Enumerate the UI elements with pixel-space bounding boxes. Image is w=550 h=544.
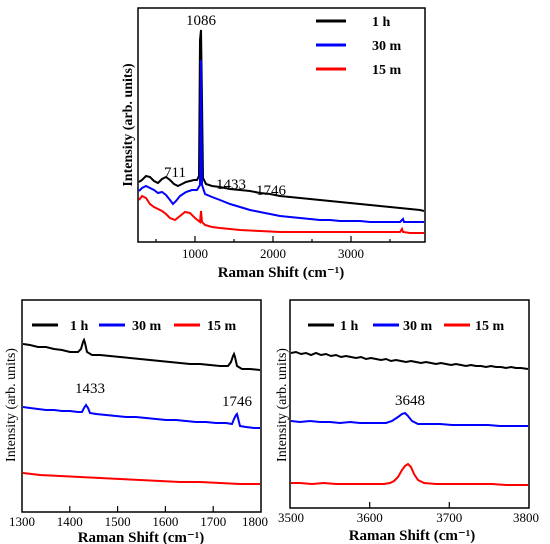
legend-label-br-30m: 30 m: [403, 319, 433, 334]
plot-frame-bottom-right: [289, 299, 530, 509]
series-line-top-15m: [138, 194, 424, 234]
legend-label-bl-15m: 15 m: [207, 319, 237, 334]
series-line-bl-1h: [22, 337, 261, 371]
panel-bottom-left: 1300 1400 1500 1600 1700 1800 Raman Shif…: [4, 299, 268, 544]
legend-label-br-15m: 15 m: [475, 319, 505, 334]
tick-label-bl-1600: 1600: [152, 514, 178, 529]
peak-label-711: 711: [164, 165, 186, 181]
tick-label-br-3600: 3600: [357, 510, 383, 525]
legend-label-bl-1h: 1 h: [70, 319, 89, 334]
tick-label-br-3700: 3700: [436, 510, 462, 525]
tick-marks-bottom-left: [69, 506, 214, 512]
panel-top: 1000 2000 3000 Raman Shift (cm⁻¹) Intens…: [121, 7, 426, 281]
series-line-bl-30m: [22, 403, 260, 429]
tick-label-top-3000: 3000: [338, 246, 364, 261]
plot-frame-top: [137, 7, 426, 243]
peak-label-br-3648: 3648: [395, 393, 425, 409]
series-line-br-30m: [290, 411, 528, 427]
y-axis-title-top: Intensity (arb. units): [121, 63, 136, 187]
tick-label-bl-1800: 1800: [242, 514, 268, 529]
peak-label-bl-1433: 1433: [75, 381, 105, 397]
legend-label-bl-30m: 30 m: [132, 319, 162, 334]
tick-label-top-2000: 2000: [260, 246, 286, 261]
legend-bottom-right: 1 h 30 m 15 m: [308, 319, 505, 334]
y-axis-title-bottom-left: Intensity (arb. units): [4, 348, 19, 462]
tick-label-br-3800: 3800: [513, 510, 539, 525]
legend-top: 1 h 30 m 15 m: [316, 15, 402, 78]
plot-frame-bottom-left: [21, 299, 262, 513]
legend-label-top-1h: 1 h: [372, 15, 391, 30]
panel-bottom-right: 3500 3600 3700 3800 Raman Shift (cm⁻¹) I…: [275, 299, 539, 544]
tick-marks-top: [155, 236, 391, 242]
legend-label-br-1h: 1 h: [340, 319, 359, 334]
peak-label-1433: 1433: [216, 177, 246, 193]
tick-label-bl-1300: 1300: [9, 514, 35, 529]
series-line-br-15m: [291, 462, 528, 486]
tick-label-bl-1500: 1500: [105, 514, 131, 529]
x-axis-title-top: Raman Shift (cm⁻¹): [218, 265, 345, 281]
tick-label-bl-1400: 1400: [57, 514, 83, 529]
tick-label-top-1000: 1000: [182, 246, 208, 261]
x-axis-title-bottom-left: Raman Shift (cm⁻¹): [78, 530, 205, 544]
peak-label-1746: 1746: [256, 183, 287, 199]
series-line-top-30m: [138, 59, 424, 223]
series-line-top-1h: [138, 29, 425, 212]
series-line-br-1h: [290, 350, 529, 370]
legend-bottom-left: 1 h 30 m 15 m: [32, 319, 237, 334]
y-axis-title-bottom-right: Intensity (arb. units): [275, 348, 290, 462]
tick-marks-bottom-right: [369, 502, 450, 508]
series-line-bl-15m: [22, 472, 260, 485]
legend-label-top-30m: 30 m: [372, 39, 402, 54]
tick-label-br-3500: 3500: [278, 510, 304, 525]
x-axis-title-bottom-right: Raman Shift (cm⁻¹): [349, 528, 476, 544]
tick-label-bl-1700: 1700: [200, 514, 226, 529]
peak-label-1086: 1086: [186, 13, 217, 29]
legend-label-top-15m: 15 m: [372, 63, 402, 78]
peak-label-bl-1746: 1746: [222, 394, 253, 410]
